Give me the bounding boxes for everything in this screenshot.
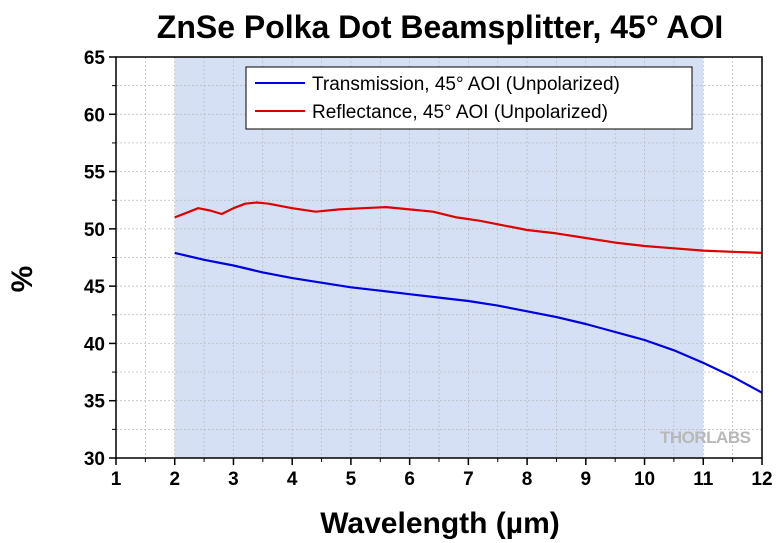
x-tick-label: 5 [346, 469, 357, 490]
x-tick-label: 8 [522, 469, 533, 490]
x-tick-label: 6 [404, 469, 415, 490]
thorlabs-watermark: THORLABS [660, 428, 751, 447]
x-tick-label: 3 [228, 469, 239, 490]
y-tick-label: 60 [84, 105, 105, 126]
y-axis-title: % [6, 266, 39, 293]
chart-title: ZnSe Polka Dot Beamsplitter, 45° AOI [157, 9, 723, 45]
x-tick-label: 12 [751, 469, 772, 490]
x-tick-label: 2 [169, 469, 180, 490]
y-tick-label: 30 [84, 449, 105, 470]
legend-box [245, 66, 693, 130]
y-tick-label: 55 [84, 163, 106, 184]
legend-label-reflectance: Reflectance, 45° AOI (Unpolarized) [312, 102, 608, 123]
x-tick-label: 4 [287, 469, 298, 490]
series-line-1 [174, 201, 763, 254]
x-tick-label: 10 [634, 469, 655, 490]
x-tick-label: 9 [581, 469, 592, 490]
y-tick-label: 35 [84, 392, 106, 413]
y-tick-label: 65 [84, 48, 106, 69]
x-axis-title: Wavelength (µm) [320, 507, 560, 540]
legend: Transmission, 45° AOI (Unpolarized) Refl… [245, 66, 693, 130]
y-tick-label: 40 [84, 334, 105, 355]
y-tick-label: 45 [84, 277, 106, 298]
x-tick-label: 7 [463, 469, 474, 490]
x-tick-label: 11 [693, 469, 714, 490]
y-tick-label: 50 [84, 220, 105, 241]
legend-label-transmission: Transmission, 45° AOI (Unpolarized) [312, 74, 620, 95]
x-tick-label: 1 [111, 469, 122, 490]
series-line-0 [174, 251, 763, 394]
